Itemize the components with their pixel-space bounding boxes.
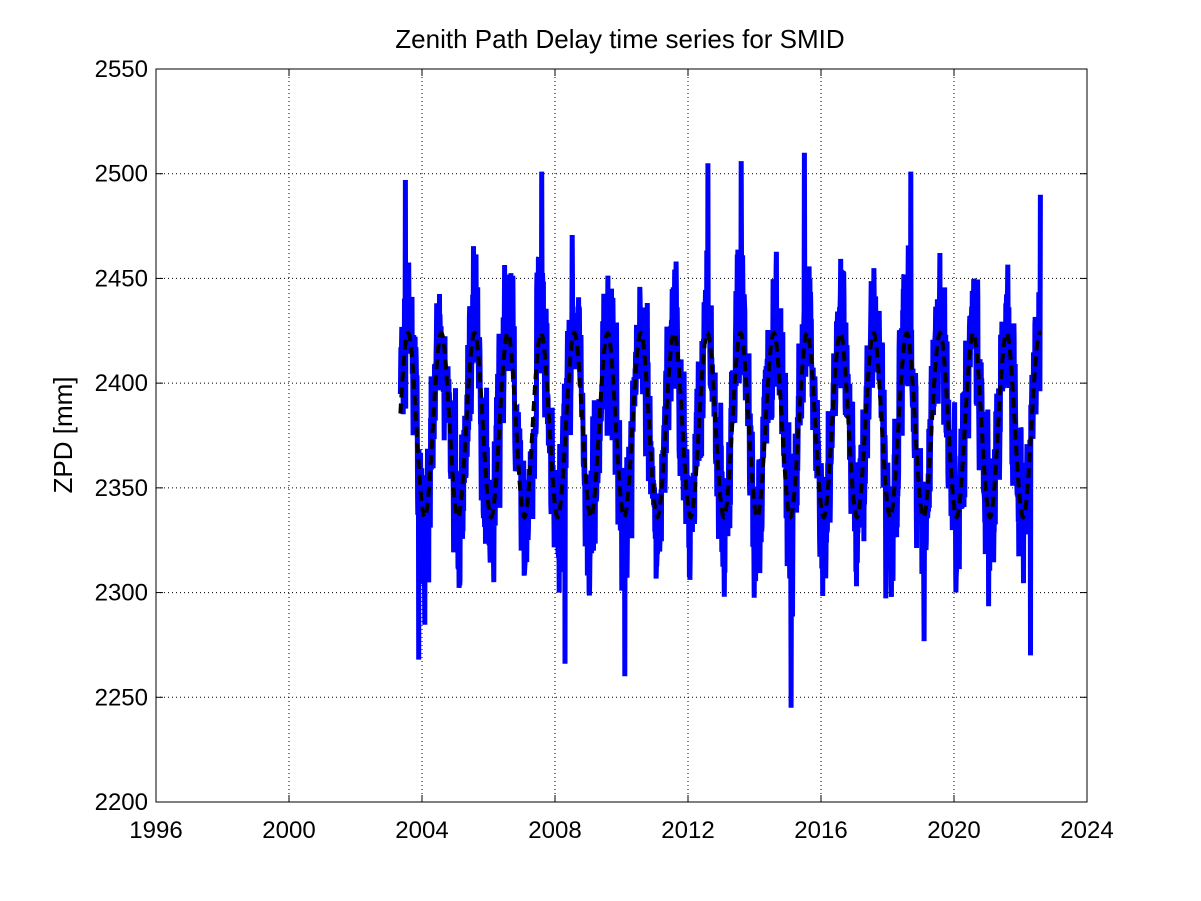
x-tick-label: 2008 bbox=[528, 817, 581, 844]
y-tick-label: 2200 bbox=[95, 789, 148, 816]
axes bbox=[155, 68, 1088, 803]
x-tick-label: 2020 bbox=[927, 817, 980, 844]
y-tick-label: 2550 bbox=[95, 56, 148, 83]
x-tick-label: 2004 bbox=[395, 817, 448, 844]
y-tick-label: 2350 bbox=[95, 475, 148, 502]
plot-area bbox=[397, 152, 1043, 708]
y-tick-label: 2300 bbox=[95, 580, 148, 607]
y-axis-label: ZPD [mm] bbox=[48, 377, 78, 494]
y-tick-label: 2400 bbox=[95, 370, 148, 397]
x-tick-label: 2016 bbox=[794, 817, 847, 844]
chart-title: Zenith Path Delay time series for SMID bbox=[395, 24, 844, 54]
x-tick-label: 2024 bbox=[1060, 817, 1113, 844]
y-tick-label: 2250 bbox=[95, 684, 148, 711]
y-tick-label: 2500 bbox=[95, 161, 148, 188]
x-tick-label: 2012 bbox=[661, 817, 714, 844]
series-seasonal-model-line bbox=[398, 330, 1043, 520]
y-tick-label: 2450 bbox=[95, 265, 148, 292]
axes-box bbox=[155, 68, 1088, 803]
x-tick-label: 1996 bbox=[129, 817, 182, 844]
tick-labels: 1996 2000 2004 2008 2012 2016 2020 2024 2200 2250… bbox=[95, 56, 1114, 844]
x-tick-label: 2000 bbox=[262, 817, 315, 844]
